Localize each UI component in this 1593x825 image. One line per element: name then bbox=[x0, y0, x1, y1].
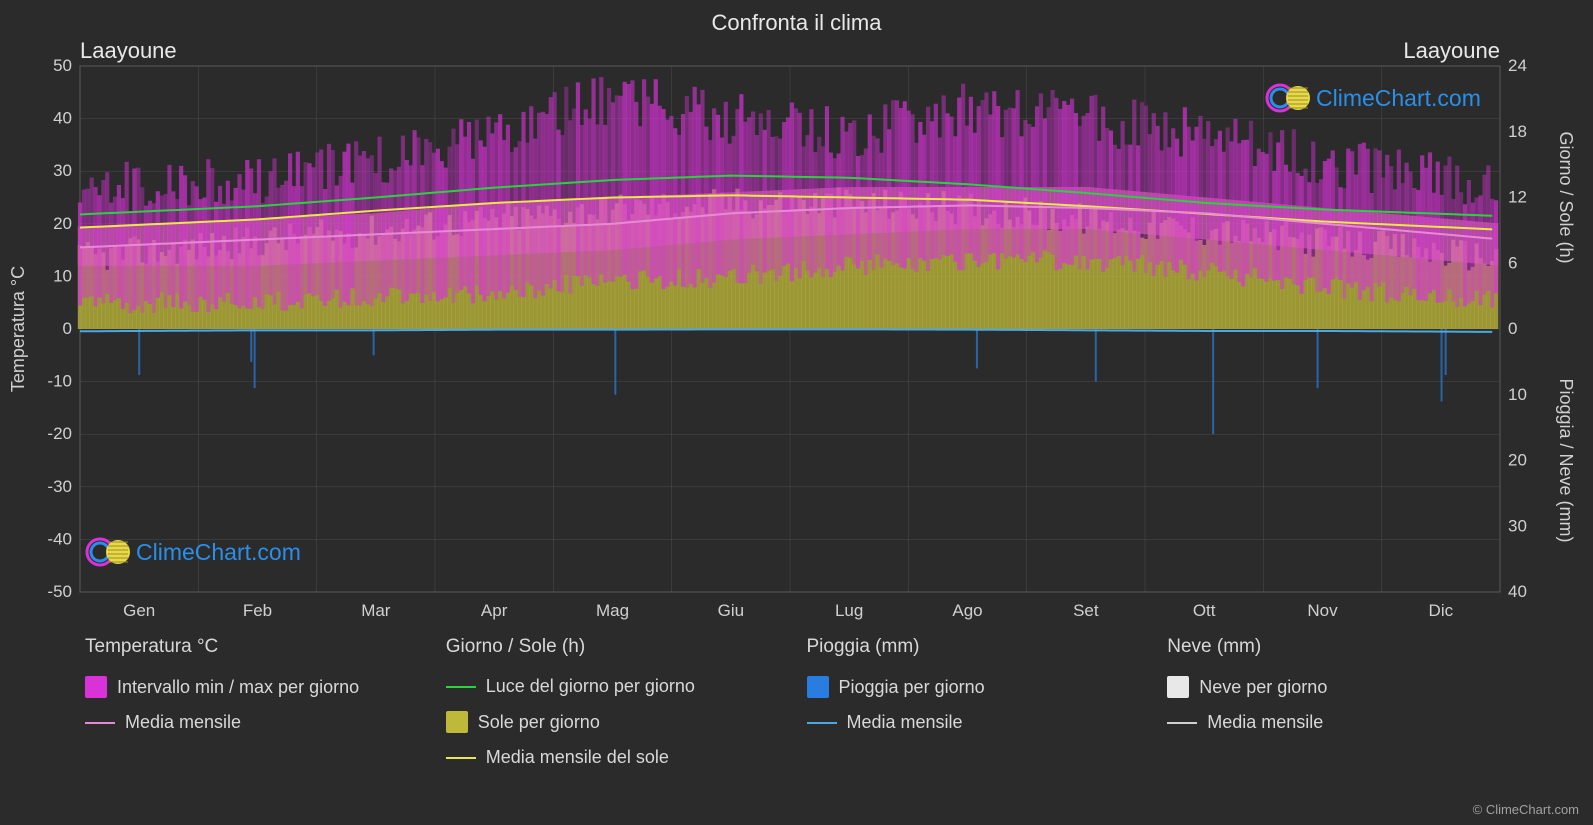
svg-text:50: 50 bbox=[53, 56, 72, 75]
legend-item-label: Neve per giorno bbox=[1199, 677, 1327, 698]
svg-text:24: 24 bbox=[1508, 56, 1527, 75]
legend-item: Luce del giorno per giorno bbox=[446, 676, 787, 697]
svg-text:20: 20 bbox=[1508, 451, 1527, 470]
legend-item-label: Media mensile del sole bbox=[486, 747, 669, 768]
legend-group: Neve (mm) Neve per giorno Media mensile bbox=[1167, 636, 1508, 768]
brand-text: ClimeChart.com bbox=[1316, 85, 1481, 111]
svg-text:Giu: Giu bbox=[718, 601, 744, 620]
svg-text:10: 10 bbox=[53, 266, 72, 285]
svg-text:0: 0 bbox=[63, 319, 72, 338]
brand-text: ClimeChart.com bbox=[136, 539, 301, 565]
location-left: Laayoune bbox=[80, 38, 177, 63]
svg-text:-20: -20 bbox=[47, 424, 72, 443]
svg-text:-40: -40 bbox=[47, 529, 72, 548]
swatch-box-icon bbox=[1167, 676, 1189, 698]
svg-text:-30: -30 bbox=[47, 477, 72, 496]
svg-text:Pioggia / Neve (mm): Pioggia / Neve (mm) bbox=[1556, 378, 1576, 542]
svg-text:20: 20 bbox=[53, 214, 72, 233]
location-right: Laayoune bbox=[1403, 38, 1500, 63]
legend-item: Media mensile bbox=[1167, 712, 1508, 733]
legend-group-title: Giorno / Sole (h) bbox=[446, 636, 787, 658]
legend-group: Giorno / Sole (h) Luce del giorno per gio… bbox=[446, 636, 787, 768]
svg-text:Lug: Lug bbox=[835, 601, 863, 620]
legend: Temperatura °C Intervallo min / max per g… bbox=[85, 636, 1508, 768]
svg-text:Dic: Dic bbox=[1429, 601, 1454, 620]
swatch-box-icon bbox=[446, 711, 468, 733]
swatch-line-icon bbox=[446, 757, 476, 759]
svg-text:Giorno / Sole (h): Giorno / Sole (h) bbox=[1556, 131, 1576, 263]
chart-canvas: Confronta il clima Laayoune Laayoune -50 -40… bbox=[0, 0, 1593, 636]
climate-chart: Confronta il clima Laayoune Laayoune -50 -40… bbox=[0, 0, 1593, 825]
legend-item-label: Sole per giorno bbox=[478, 712, 600, 733]
swatch-box-icon bbox=[807, 676, 829, 698]
svg-text:18: 18 bbox=[1508, 122, 1527, 141]
legend-item-label: Media mensile bbox=[847, 712, 963, 733]
svg-text:0: 0 bbox=[1508, 319, 1517, 338]
brand-logo: ClimeChart.com bbox=[87, 539, 301, 565]
legend-item: Pioggia per giorno bbox=[807, 676, 1148, 698]
copyright: © ClimeChart.com bbox=[1473, 802, 1579, 817]
svg-text:30: 30 bbox=[53, 161, 72, 180]
legend-group: Temperatura °C Intervallo min / max per g… bbox=[85, 636, 426, 768]
legend-item-label: Luce del giorno per giorno bbox=[486, 676, 695, 697]
svg-text:Gen: Gen bbox=[123, 601, 155, 620]
svg-text:Nov: Nov bbox=[1307, 601, 1338, 620]
svg-text:Set: Set bbox=[1073, 601, 1099, 620]
swatch-line-icon bbox=[446, 686, 476, 688]
svg-text:Temperatura °C: Temperatura °C bbox=[8, 266, 28, 392]
legend-item: Neve per giorno bbox=[1167, 676, 1508, 698]
legend-group-title: Temperatura °C bbox=[85, 636, 426, 658]
legend-group-title: Pioggia (mm) bbox=[807, 636, 1148, 658]
svg-text:Mag: Mag bbox=[596, 601, 629, 620]
legend-item: Media mensile del sole bbox=[446, 747, 787, 768]
legend-group-title: Neve (mm) bbox=[1167, 636, 1508, 658]
svg-text:30: 30 bbox=[1508, 516, 1527, 535]
svg-text:40: 40 bbox=[53, 109, 72, 128]
legend-item: Media mensile bbox=[85, 712, 426, 733]
legend-item: Sole per giorno bbox=[446, 711, 787, 733]
legend-group: Pioggia (mm) Pioggia per giorno Media mens… bbox=[807, 636, 1148, 768]
swatch-line-icon bbox=[85, 722, 115, 724]
brand-logo: ClimeChart.com bbox=[1267, 85, 1481, 111]
svg-text:12: 12 bbox=[1508, 188, 1527, 207]
svg-text:-50: -50 bbox=[47, 582, 72, 601]
svg-text:Ott: Ott bbox=[1193, 601, 1216, 620]
legend-item: Intervallo min / max per giorno bbox=[85, 676, 426, 698]
svg-text:Apr: Apr bbox=[481, 601, 508, 620]
legend-item-label: Media mensile bbox=[125, 712, 241, 733]
svg-text:Ago: Ago bbox=[952, 601, 982, 620]
svg-text:6: 6 bbox=[1508, 253, 1517, 272]
swatch-line-icon bbox=[1167, 722, 1197, 724]
legend-item: Media mensile bbox=[807, 712, 1148, 733]
chart-title: Confronta il clima bbox=[712, 10, 883, 35]
legend-item-label: Intervallo min / max per giorno bbox=[117, 677, 359, 698]
svg-text:Feb: Feb bbox=[243, 601, 272, 620]
svg-text:10: 10 bbox=[1508, 385, 1527, 404]
svg-text:-10: -10 bbox=[47, 372, 72, 391]
legend-item-label: Pioggia per giorno bbox=[839, 677, 985, 698]
legend-item-label: Media mensile bbox=[1207, 712, 1323, 733]
svg-text:40: 40 bbox=[1508, 582, 1527, 601]
svg-text:Mar: Mar bbox=[361, 601, 391, 620]
swatch-line-icon bbox=[807, 722, 837, 724]
swatch-box-icon bbox=[85, 676, 107, 698]
